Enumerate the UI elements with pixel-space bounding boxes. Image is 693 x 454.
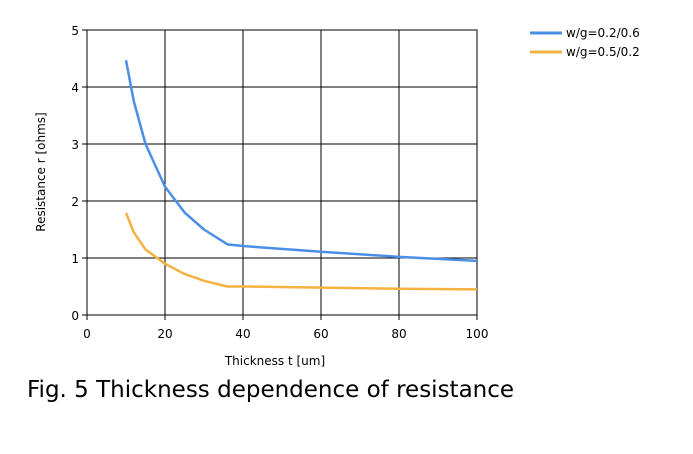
legend-label: w/g=0.2/0.6 [566,26,640,40]
series-line [124,212,478,291]
y-tick-label: 3 [71,138,79,152]
y-tick-label: 5 [71,24,79,38]
y-tick-label: 1 [71,252,79,266]
plot-area [86,29,478,316]
y-tick-label: 2 [71,195,79,209]
x-tick-label: 80 [391,327,406,341]
x-tick-label: 60 [313,327,328,341]
caption: Fig. 5 Thickness dependence of resistanc… [27,377,514,403]
series-line [124,59,478,263]
x-tick-label: 40 [235,327,250,341]
x-tick-label: 20 [157,327,172,341]
x-axis-label: Thickness t [um] [224,354,325,368]
y-tick-label: 4 [71,81,79,95]
legend-label: w/g=0.5/0.2 [566,45,640,59]
y-tick-label: 0 [71,309,79,323]
x-tick-label: 0 [83,327,91,341]
x-tick-label: 100 [466,327,489,341]
y-axis-label: Resistance r [ohms] [34,112,48,231]
